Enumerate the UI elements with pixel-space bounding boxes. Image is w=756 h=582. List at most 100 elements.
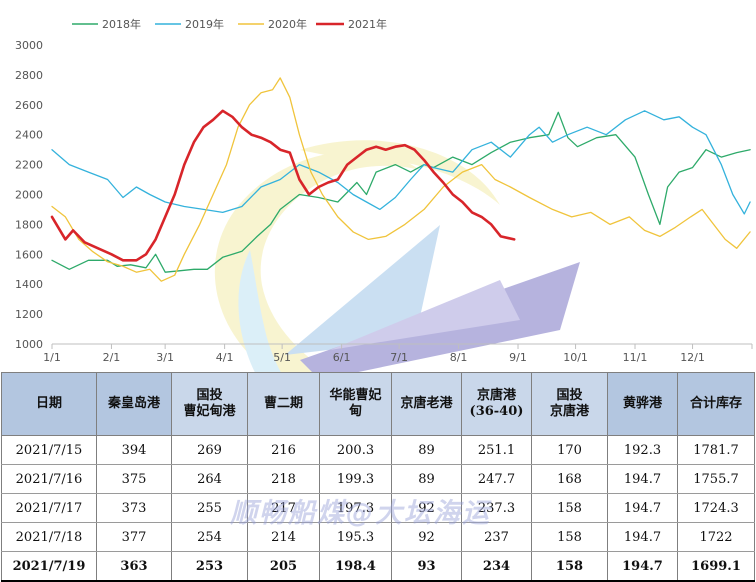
table-cell: 2021/7/16 (1, 464, 97, 494)
watermark-logo (214, 140, 580, 372)
table-cell: 2021/7/17 (1, 493, 97, 523)
table-cell: 214 (247, 522, 320, 552)
column-header: 国投 京唐港 (531, 372, 608, 436)
table-cell: 1781.7 (677, 435, 755, 465)
y-tick-label: 2800 (15, 69, 43, 82)
table-cell: 198.4 (319, 551, 392, 582)
legend-label-2021: 2021年 (348, 17, 387, 31)
table-cell: 375 (96, 464, 172, 494)
table-row: 2021/7/18 377 254 214 195.3 92 237 158 194.7 1722 (1, 522, 755, 552)
column-header: 京唐老港 (391, 372, 462, 436)
column-header: 合计库存 (677, 372, 755, 436)
x-tick-label: 5/1 (273, 351, 291, 364)
table-cell: 92 (391, 522, 462, 552)
table-cell: 2021/7/18 (1, 522, 97, 552)
x-tick-label: 4/1 (216, 351, 234, 364)
table-cell: 269 (171, 435, 248, 465)
table-cell: 1724.3 (677, 493, 755, 523)
table-cell: 89 (391, 464, 462, 494)
table-cell: 237.3 (461, 493, 532, 523)
column-header: 国投 曹妃甸港 (171, 372, 248, 436)
legend-label-2020: 2020年 (268, 17, 307, 31)
series-line-2019 (51, 110, 751, 215)
table-cell: 363 (96, 551, 172, 582)
table-cell: 195.3 (319, 522, 392, 552)
table-cell: 158 (531, 551, 608, 582)
table-row: 2021/7/17 373 255 217 197.3 92 237.3 158 194.7 17… (1, 493, 755, 523)
table-cell: 234 (461, 551, 532, 582)
table-header-row: 日期 秦皇岛港 国投 曹妃甸港 曹二期 华能曹妃 甸 京唐老港 京唐港 (36-… (1, 372, 755, 436)
table-cell: 373 (96, 493, 172, 523)
x-tick-label: 9/1 (509, 351, 527, 364)
y-tick-label: 1200 (15, 308, 43, 321)
line-chart: 2018年 2019年 2020年 2021年 1000 1200 1400 1600… (15, 17, 753, 372)
series-line-2018 (51, 111, 751, 273)
y-axis: 1000 1200 1400 1600 1800 2000 2200 2400 2600 2800… (15, 39, 43, 351)
table-row: 2021/7/19 363 253 205 198.4 93 234 158 194.7 1699… (1, 551, 755, 582)
table-cell: 255 (171, 493, 248, 523)
y-tick-label: 2000 (15, 189, 43, 202)
table-cell: 247.7 (461, 464, 532, 494)
y-tick-label: 3000 (15, 39, 43, 52)
table-cell: 251.1 (461, 435, 532, 465)
table-cell: 2021/7/19 (1, 551, 97, 582)
column-header: 日期 (1, 372, 97, 436)
table-cell: 254 (171, 522, 248, 552)
y-tick-label: 1600 (15, 248, 43, 261)
table-cell: 1755.7 (677, 464, 755, 494)
legend-item-2019: 2019年 (155, 17, 224, 31)
y-tick-label: 1400 (15, 278, 43, 291)
table-cell: 264 (171, 464, 248, 494)
x-axis: 1/1 2/1 3/1 4/1 5/1 6/1 7/1 8/1 9/1 10/1 11/1 12/1 (43, 343, 753, 364)
table-cell: 194.7 (607, 493, 678, 523)
x-tick-label: 1/1 (43, 351, 61, 364)
y-tick-label: 1800 (15, 218, 43, 231)
port-inventory-table: 日期 秦皇岛港 国投 曹妃甸港 曹二期 华能曹妃 甸 京唐老港 京唐港 (36-… (1, 372, 755, 582)
y-tick-label: 2200 (15, 159, 43, 172)
table-cell: 89 (391, 435, 462, 465)
series-line-2020 (51, 77, 751, 282)
column-header: 曹二期 (247, 372, 320, 436)
legend-item-2020: 2020年 (238, 17, 307, 31)
table-cell: 168 (531, 464, 608, 494)
table-cell: 205 (247, 551, 320, 582)
x-tick-label: 12/1 (680, 351, 705, 364)
table-cell: 197.3 (319, 493, 392, 523)
table-cell: 158 (531, 522, 608, 552)
y-tick-label: 2600 (15, 99, 43, 112)
column-header: 秦皇岛港 (96, 372, 172, 436)
x-tick-label: 2/1 (103, 351, 121, 364)
legend-label-2019: 2019年 (185, 17, 224, 31)
series-layer (50, 77, 751, 282)
table-cell: 216 (247, 435, 320, 465)
table-cell: 170 (531, 435, 608, 465)
table-cell: 199.3 (319, 464, 392, 494)
column-header: 京唐港 (36-40) (461, 372, 532, 436)
legend-item-2021: 2021年 (316, 17, 387, 31)
table-row: 2021/7/15 394 269 216 200.3 89 251.1 170 192.3 17… (1, 435, 755, 465)
table-cell: 1699.1 (677, 551, 755, 582)
table-cell: 377 (96, 522, 172, 552)
table-cell: 194.7 (607, 464, 678, 494)
table-cell: 217 (247, 493, 320, 523)
table-cell: 200.3 (319, 435, 392, 465)
x-tick-label: 11/1 (623, 351, 648, 364)
y-tick-label: 1000 (15, 338, 43, 351)
x-tick-label: 8/1 (450, 351, 468, 364)
table-cell: 1722 (677, 522, 755, 552)
table-cell: 218 (247, 464, 320, 494)
table-cell: 394 (96, 435, 172, 465)
table-cell: 158 (531, 493, 608, 523)
legend-item-2018: 2018年 (72, 17, 141, 31)
series-line-2021 (50, 109, 516, 262)
table-row: 2021/7/16 375 264 218 199.3 89 247.7 168 194.7 17… (1, 464, 755, 494)
table-cell: 192.3 (607, 435, 678, 465)
table-cell: 2021/7/15 (1, 435, 97, 465)
table-cell: 253 (171, 551, 248, 582)
table-cell: 237 (461, 522, 532, 552)
table-cell: 92 (391, 493, 462, 523)
x-tick-label: 10/1 (563, 351, 588, 364)
table-cell: 93 (391, 551, 462, 582)
y-tick-label: 2400 (15, 129, 43, 142)
chart-legend: 2018年 2019年 2020年 2021年 (72, 17, 387, 31)
